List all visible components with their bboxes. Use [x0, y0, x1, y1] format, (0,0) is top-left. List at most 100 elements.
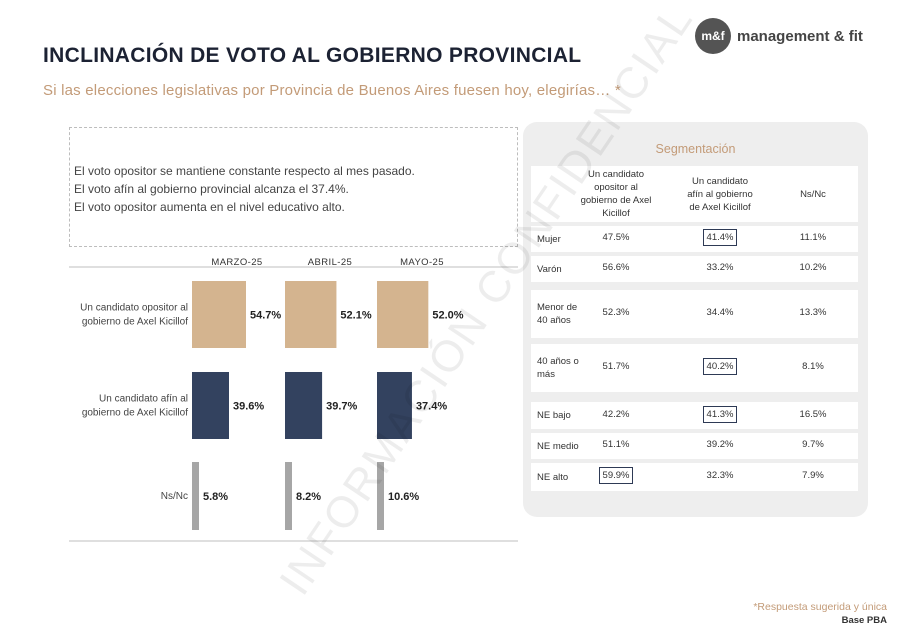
cell-value: 32.3% [706, 470, 734, 481]
row-label: NE alto [537, 471, 568, 484]
insights-box: El voto opositor se mantiene constante r… [69, 127, 518, 247]
column-header-line: afín al gobierno [687, 188, 753, 200]
logo-text: management & fit [737, 27, 863, 45]
cell-value: 13.3% [799, 307, 827, 318]
insight-line: El voto afín al gobierno provincial alca… [74, 182, 349, 196]
cell-value: 51.1% [602, 439, 630, 450]
period-label: MAYO-25 [400, 257, 444, 268]
table-cell: 33.2% [690, 262, 750, 273]
row-label-line: NE alto [537, 471, 569, 483]
bar-value-label: 54.7% [250, 310, 281, 322]
table-cell: 16.5% [783, 409, 843, 420]
highlighted-value: 59.9% [598, 467, 634, 484]
row-label: 40 años o más [537, 355, 579, 381]
table-row: NE medio 51.1% 39.2% 9.7% [531, 433, 858, 459]
page-subtitle: Si las elecciones legislativas por Provi… [43, 82, 621, 99]
table-row: Mujer 47.5% 41.4% 11.1% [531, 226, 858, 252]
table-cell: 52.3% [586, 307, 646, 318]
base-label: Base PBA [841, 615, 887, 626]
bar-afin [192, 372, 229, 439]
cell-value: 11.1% [799, 232, 827, 243]
segmentation-panel: Segmentación Un candidato opositor al gobi… [523, 122, 868, 517]
column-header: Un candidato afín al gobierno de Axel Kici… [670, 175, 770, 214]
table-cell: 34.4% [690, 307, 750, 318]
insight-line: El voto opositor se mantiene constante r… [74, 164, 415, 178]
row-label-line: Menor de [537, 302, 578, 313]
bar-value-label: 52.1% [340, 310, 371, 322]
bar-value-label: 39.6% [233, 401, 264, 413]
vote-trend-chart: MARZO-25 ABRIL-25 MAYO-25 Un candidato opos… [69, 257, 518, 542]
bar-nsnc [285, 462, 292, 530]
column-header-line: Ns/Nc [800, 188, 826, 200]
insight-line: El voto opositor aumenta en el nivel edu… [74, 200, 345, 214]
cell-value: 8.1% [802, 361, 824, 372]
category-label: Un candidato afín al [99, 394, 188, 405]
table-cell: 51.1% [586, 439, 646, 450]
column-header: Ns/Nc [763, 188, 863, 201]
highlighted-value: 40.2% [702, 358, 738, 375]
table-cell: 11.1% [783, 232, 843, 243]
table-cell: 42.2% [586, 409, 646, 420]
footnote: *Respuesta sugerida y única [753, 601, 887, 613]
period-label: MARZO-25 [211, 257, 262, 268]
bar-opositor [192, 281, 246, 348]
cell-value: 16.5% [799, 408, 827, 420]
table-row: Varón 56.6% 33.2% 10.2% [531, 256, 858, 282]
cell-value: 42.2% [602, 408, 630, 420]
bar-opositor [377, 281, 429, 348]
column-header-line: Kicillof [602, 208, 630, 219]
table-cell: 7.9% [783, 470, 843, 481]
segmentation-header-row: Un candidato opositor al gobierno de Axel K… [531, 166, 858, 222]
period-label: ABRIL-25 [308, 257, 352, 268]
category-label: Ns/Nc [161, 491, 188, 502]
row-label-line: Varón [537, 263, 562, 275]
row-label-line: más [537, 369, 555, 380]
cell-value: 52.3% [602, 307, 630, 318]
table-cell: 41.4% [690, 229, 750, 246]
category-label: gobierno de Axel Kicillof [82, 408, 188, 419]
table-cell: 10.2% [783, 262, 843, 273]
category-label: gobierno de Axel Kicillof [82, 317, 188, 328]
logo-mark: m&f [695, 18, 731, 54]
row-label-line: 40 años o [537, 356, 579, 367]
cell-value: 10.2% [799, 262, 827, 273]
column-header-line: Un candidato [588, 169, 644, 180]
table-cell: 47.5% [586, 232, 646, 243]
column-header-line: de Axel Kicillof [689, 201, 751, 213]
table-row: NE bajo 42.2% 41.3% 16.5% [531, 402, 858, 429]
category-label: Un candidato opositor al [80, 303, 188, 314]
table-cell: 56.6% [586, 262, 646, 273]
table-cell: 39.2% [690, 439, 750, 450]
bar-value-label: 52.0% [432, 310, 463, 322]
cell-value: 34.4% [706, 307, 734, 318]
row-label: Menor de 40 años [537, 301, 577, 327]
row-label: Varón [537, 263, 562, 276]
cell-value: 7.9% [802, 470, 824, 481]
row-label: NE bajo [537, 409, 571, 422]
table-cell: 40.2% [690, 358, 750, 375]
page-title: INCLINACIÓN DE VOTO AL GOBIERNO PROVINCI… [43, 44, 582, 67]
cell-value: 56.6% [602, 262, 630, 273]
table-row: Menor de 40 años 52.3% 34.4% 13.3% [531, 290, 858, 338]
table-cell: 8.1% [783, 361, 843, 372]
bar-value-label: 10.6% [388, 491, 419, 503]
table-row: NE alto 59.9% 32.3% 7.9% [531, 463, 858, 491]
brand-logo: m&f management & fit [695, 18, 863, 54]
segmentation-title: Segmentación [655, 142, 736, 156]
table-cell: 9.7% [783, 439, 843, 450]
bar-value-label: 37.4% [416, 401, 447, 413]
row-label-line: Mujer [537, 233, 561, 245]
bar-value-label: 39.7% [326, 401, 357, 413]
row-label-line: 40 años [537, 315, 571, 326]
cell-value: 9.7% [802, 439, 824, 450]
table-row: 40 años o más 51.7% 40.2% 8.1% [531, 344, 858, 392]
bar-afin [285, 372, 323, 439]
row-label-line: NE medio [537, 440, 579, 452]
highlighted-value: 41.4% [702, 229, 738, 246]
row-label: Mujer [537, 233, 561, 246]
column-header-line: Un candidato [692, 175, 748, 187]
column-header: Un candidato opositor al gobierno de Axel K… [566, 168, 666, 220]
bar-afin [377, 372, 412, 439]
bar-opositor [285, 281, 337, 348]
